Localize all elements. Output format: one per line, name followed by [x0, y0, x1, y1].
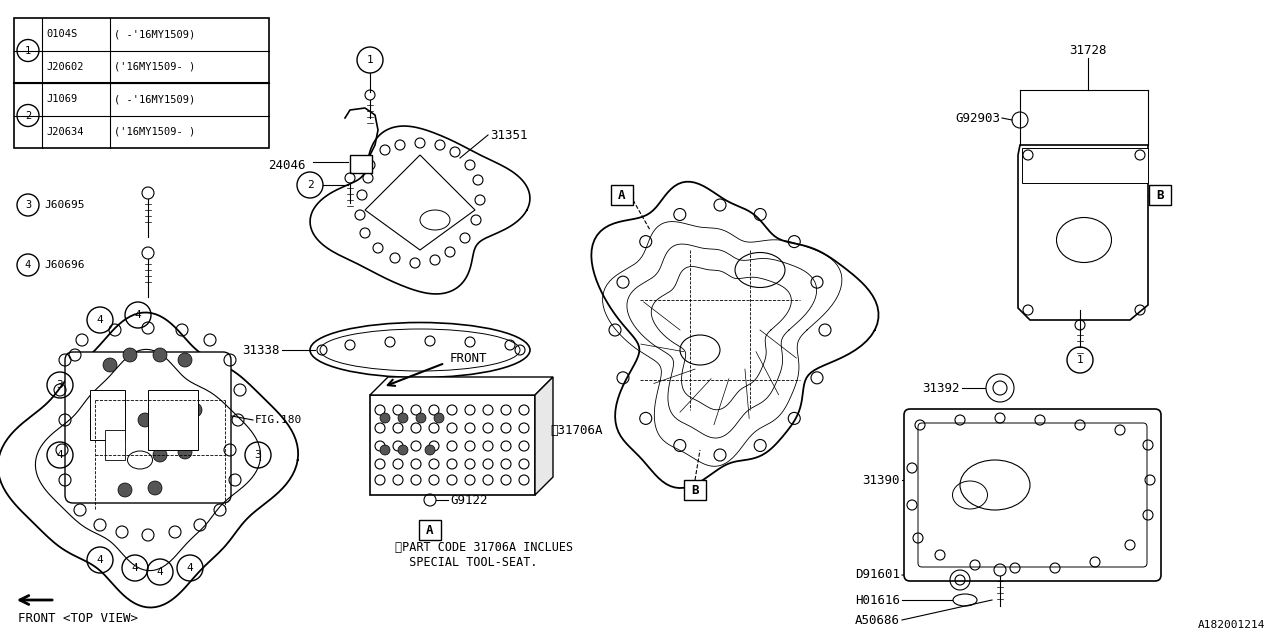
Text: 31392: 31392	[923, 381, 960, 394]
Text: A50686: A50686	[855, 614, 900, 627]
Text: 2: 2	[24, 111, 31, 120]
Text: 3: 3	[24, 200, 31, 210]
Text: 1: 1	[24, 45, 31, 56]
Text: ※31706A: ※31706A	[550, 424, 603, 436]
FancyBboxPatch shape	[65, 352, 230, 503]
Circle shape	[434, 413, 444, 423]
Bar	[611, 185, 634, 205]
FancyBboxPatch shape	[918, 423, 1147, 567]
Circle shape	[111, 401, 125, 415]
Text: 4: 4	[96, 555, 104, 565]
Bar	[148, 390, 198, 450]
FancyBboxPatch shape	[904, 409, 1161, 581]
Circle shape	[188, 403, 202, 417]
Polygon shape	[370, 377, 553, 395]
Text: ('16MY1509- ): ('16MY1509- )	[114, 61, 196, 72]
Text: 31390: 31390	[863, 474, 900, 486]
Text: FIG.180: FIG.180	[255, 415, 302, 425]
Text: 4: 4	[96, 315, 104, 325]
Circle shape	[168, 408, 182, 422]
Text: ※PART CODE 31706A INCLUES
  SPECIAL TOOL-SEAT.: ※PART CODE 31706A INCLUES SPECIAL TOOL-S…	[396, 541, 573, 569]
Bar	[1149, 185, 1171, 205]
Text: FRONT <TOP VIEW>: FRONT <TOP VIEW>	[18, 611, 138, 625]
Text: 4: 4	[156, 567, 164, 577]
Text: 4: 4	[56, 450, 64, 460]
Text: FRONT: FRONT	[451, 351, 488, 365]
Circle shape	[154, 348, 166, 362]
Circle shape	[123, 348, 137, 362]
Text: J60696: J60696	[44, 260, 84, 270]
Text: 3: 3	[56, 380, 64, 390]
Circle shape	[178, 445, 192, 459]
Bar	[90, 390, 125, 440]
Text: A: A	[426, 524, 434, 536]
Circle shape	[380, 445, 390, 455]
Text: 0104S: 0104S	[46, 29, 77, 39]
Text: 24046: 24046	[268, 159, 306, 172]
Circle shape	[425, 445, 435, 455]
Circle shape	[398, 413, 408, 423]
Text: 3: 3	[255, 450, 261, 460]
Text: 1: 1	[366, 55, 374, 65]
Bar	[370, 395, 535, 495]
Text: B: B	[691, 483, 699, 497]
Circle shape	[416, 413, 426, 423]
Circle shape	[154, 448, 166, 462]
Circle shape	[102, 358, 116, 372]
Circle shape	[93, 408, 108, 422]
Polygon shape	[535, 377, 553, 495]
Text: D91601: D91601	[855, 568, 900, 582]
Bar	[419, 520, 442, 540]
Text: 4: 4	[132, 563, 138, 573]
Text: G92903: G92903	[955, 111, 1000, 125]
Bar	[349, 155, 372, 173]
Text: 4: 4	[187, 563, 193, 573]
Circle shape	[178, 353, 192, 367]
Bar	[105, 430, 125, 460]
Text: A: A	[618, 189, 626, 202]
Text: A182001214: A182001214	[1198, 620, 1265, 630]
Text: ( -'16MY1509): ( -'16MY1509)	[114, 29, 196, 39]
Text: 4: 4	[24, 260, 31, 270]
Text: J60695: J60695	[44, 200, 84, 210]
Text: 1: 1	[1076, 355, 1083, 365]
Circle shape	[138, 413, 152, 427]
Bar	[684, 480, 707, 500]
Circle shape	[380, 413, 390, 423]
Text: ( -'16MY1509): ( -'16MY1509)	[114, 94, 196, 104]
Circle shape	[148, 481, 163, 495]
Text: 4: 4	[134, 310, 141, 320]
Text: J1069: J1069	[46, 94, 77, 104]
Text: J20602: J20602	[46, 61, 83, 72]
Circle shape	[111, 443, 125, 457]
Text: ('16MY1509- ): ('16MY1509- )	[114, 127, 196, 137]
Bar	[14, 18, 269, 148]
Text: 31338: 31338	[242, 344, 280, 356]
Circle shape	[118, 483, 132, 497]
Text: 2: 2	[307, 180, 314, 190]
Text: 31351: 31351	[490, 129, 527, 141]
Text: J20634: J20634	[46, 127, 83, 137]
Circle shape	[398, 445, 408, 455]
Text: G9122: G9122	[451, 493, 488, 506]
Text: H01616: H01616	[855, 593, 900, 607]
Bar	[1021, 148, 1148, 183]
Text: 31728: 31728	[1069, 44, 1107, 56]
Text: B: B	[1156, 189, 1164, 202]
